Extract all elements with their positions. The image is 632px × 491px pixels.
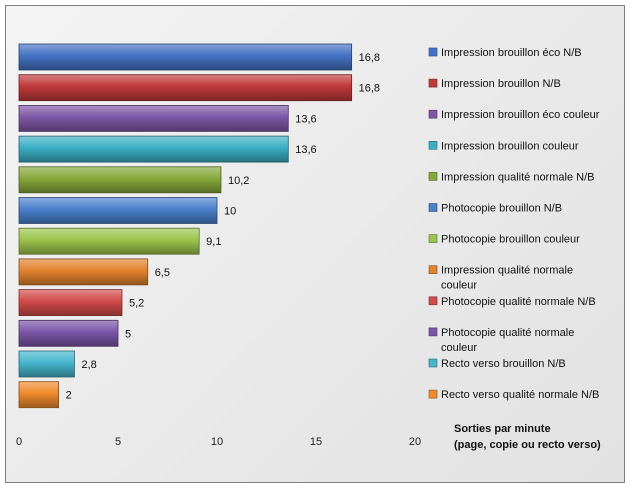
legend-swatch-2 (428, 78, 438, 88)
x-tick-label-3: 10 (211, 436, 223, 448)
legend: Impression brouillon éco N/B Impression b… (428, 47, 600, 401)
legend-entry-5: Impression qualité normale N/B (441, 171, 594, 183)
legend-swatch-5 (428, 172, 438, 181)
legend-entry-6: Photocopie brouillon N/B (441, 203, 562, 215)
legend-entry-11: Recto verso brouillon N/B (441, 358, 566, 370)
legend-entry-2: Impression brouillon N/B (441, 78, 561, 90)
data-label-3: 13,6 (295, 113, 316, 125)
x-tick-label-2: 5 (115, 436, 121, 448)
bar-5 (18, 166, 222, 194)
legend-swatch-10 (428, 327, 438, 337)
data-label-5: 10,2 (228, 175, 249, 187)
data-label-8: 6,5 (155, 267, 170, 279)
legend-entry-12: Recto verso qualité normale N/B (441, 389, 599, 401)
bar-12 (18, 381, 59, 409)
data-label-6: 10 (224, 206, 236, 218)
bar-1 (18, 43, 353, 71)
bar-3 (18, 105, 289, 132)
legend-entry-7: Photocopie brouillon couleur (441, 234, 580, 246)
bars-group (18, 43, 353, 409)
bar-7 (18, 227, 200, 255)
data-label-2: 16,8 (359, 83, 380, 95)
data-label-7: 9,1 (206, 236, 221, 248)
legend-swatch-7 (428, 234, 438, 243)
bar-10 (18, 319, 119, 347)
legend-entry-10: Photocopie qualité normale couleur (441, 327, 574, 354)
data-labels-group: 16,8 16,8 13,6 13,6 10,2 10 9,1 6,5 5,2 5 2,8 2 (66, 52, 380, 402)
bar-9 (18, 289, 123, 317)
legend-swatch-8 (428, 265, 438, 275)
bar-11 (18, 350, 75, 378)
legend-swatch-1 (428, 47, 438, 57)
data-label-1: 16,8 (359, 52, 380, 64)
data-label-11: 2,8 (81, 359, 96, 371)
legend-swatch-4 (428, 141, 438, 150)
x-tick-label-4: 15 (310, 436, 322, 448)
legend-entry-4: Impression brouillon couleur (441, 140, 579, 152)
bar-6 (18, 197, 218, 224)
data-label-12: 2 (66, 390, 72, 402)
x-axis: 0 5 10 15 20 (16, 436, 421, 448)
data-label-4: 13,6 (295, 144, 316, 156)
x-tick-label-5: 20 (409, 436, 421, 448)
legend-swatch-12 (428, 389, 438, 399)
legend-entry-8: Impression qualité normale couleur (441, 265, 573, 292)
legend-entry-3: Impression brouillon éco couleur (441, 109, 600, 121)
legend-entry-1: Impression brouillon éco N/B (441, 47, 582, 59)
legend-swatch-9 (428, 296, 438, 306)
legend-swatch-6 (428, 203, 438, 212)
legend-swatch-11 (428, 358, 438, 368)
bar-4 (18, 135, 289, 163)
x-axis-title: Sorties par minute (454, 423, 551, 435)
data-label-9: 5,2 (129, 298, 144, 310)
x-axis-subtitle: (page, copie ou recto verso) (454, 439, 601, 451)
bar-2 (18, 74, 353, 102)
x-tick-label-1: 0 (16, 436, 22, 448)
legend-swatch-3 (428, 109, 438, 119)
bar-8 (18, 258, 149, 286)
legend-entry-9: Photocopie qualité normale N/B (441, 296, 596, 308)
data-label-10: 5 (125, 328, 131, 340)
